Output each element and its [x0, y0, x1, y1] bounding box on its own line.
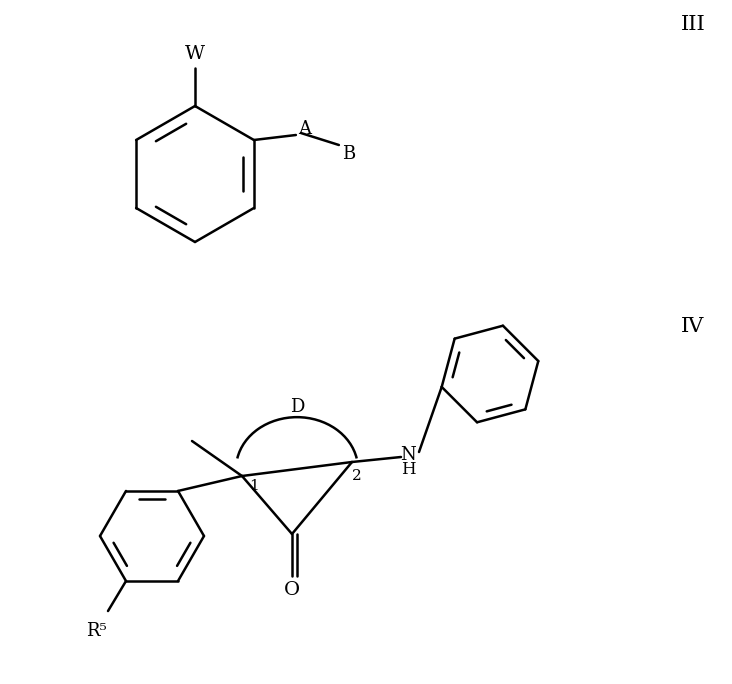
Text: B: B	[343, 145, 356, 163]
Text: 1: 1	[249, 479, 259, 493]
Text: R⁵: R⁵	[86, 622, 106, 640]
Text: H: H	[400, 462, 415, 479]
Text: D: D	[290, 398, 305, 416]
Text: IV: IV	[681, 317, 705, 335]
Text: W: W	[185, 45, 205, 63]
Text: III: III	[681, 14, 706, 34]
Text: N: N	[400, 446, 416, 464]
Text: 2: 2	[352, 469, 362, 483]
Text: A: A	[299, 120, 311, 138]
Text: O: O	[284, 581, 300, 599]
